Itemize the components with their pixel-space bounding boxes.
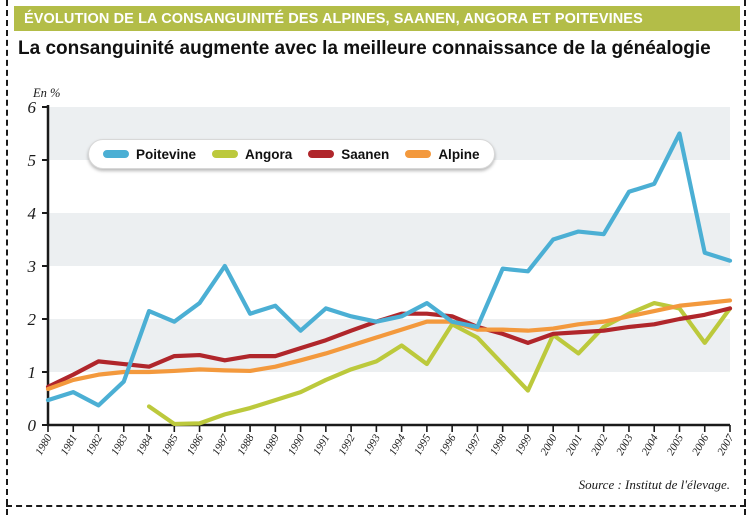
page-title: ÉVOLUTION DE LA CONSANGUINITÉ DES ALPINE… <box>24 10 643 27</box>
x-tick-label: 1984 <box>134 432 156 457</box>
x-tick-label: 1998 <box>488 432 510 457</box>
legend-item-alpine[interactable]: Alpine <box>405 146 480 162</box>
y-tick-label: 2 <box>28 310 37 329</box>
x-tick-label: 1985 <box>160 432 182 457</box>
x-tick-label: 1982 <box>84 432 106 457</box>
series-line-poitevine <box>45 131 733 408</box>
x-tick-label: 1999 <box>513 432 535 457</box>
x-tick-label: 1989 <box>261 432 283 457</box>
x-tick-label: 2003 <box>614 432 636 457</box>
x-tick-label: 1995 <box>412 432 434 457</box>
series-line-alpine <box>45 298 733 392</box>
x-tick-label: 1996 <box>437 432 459 457</box>
chart-legend: Poitevine Angora Saanen Alpine <box>88 139 495 169</box>
y-tick-label: 3 <box>27 257 37 276</box>
legend-swatch-icon <box>103 150 129 158</box>
x-tick-label: 1980 <box>33 432 55 457</box>
source-note: Source : Institut de l'élevage. <box>578 477 730 492</box>
legend-swatch-icon <box>308 150 335 158</box>
x-tick-label: 1991 <box>311 433 332 458</box>
x-tick-label: 2007 <box>715 432 737 457</box>
y-tick-label: 4 <box>28 204 37 223</box>
legend-label: Poitevine <box>136 146 197 162</box>
header-band: ÉVOLUTION DE LA CONSANGUINITÉ DES ALPINE… <box>14 6 740 31</box>
x-tick-label: 1988 <box>235 432 257 457</box>
x-tick-label: 1981 <box>58 433 79 458</box>
y-tick-label: 0 <box>28 416 37 435</box>
legend-item-angora[interactable]: Angora <box>212 147 292 162</box>
legend-label: Alpine <box>438 146 480 162</box>
x-tick-label: 2005 <box>665 432 687 457</box>
frame-border-bottom <box>6 505 746 507</box>
frame-border-right <box>744 0 746 515</box>
legend-label: Angora <box>245 146 293 162</box>
x-tick-label: 2006 <box>690 432 712 457</box>
x-tick-label: 1993 <box>362 432 384 457</box>
x-tick-label: 1992 <box>336 432 358 457</box>
x-tick-label: 1994 <box>387 432 409 457</box>
legend-item-saanen[interactable]: Saanen <box>308 147 389 162</box>
y-tick-label: 1 <box>28 363 37 382</box>
x-tick-label: 1997 <box>463 432 485 457</box>
x-tick-label: 2001 <box>564 433 585 458</box>
x-tick-label: 2000 <box>538 432 560 457</box>
x-tick-label: 2002 <box>589 432 611 457</box>
legend-swatch-icon <box>405 150 432 158</box>
y-axis-unit-label: En % <box>33 86 61 100</box>
x-tick-label: 1987 <box>210 432 232 457</box>
legend-swatch-icon <box>212 150 239 158</box>
y-tick-label: 5 <box>28 151 37 170</box>
frame-border-left <box>6 0 8 515</box>
legend-item-poitevine[interactable]: Poitevine <box>103 147 196 162</box>
x-tick-label: 1986 <box>185 432 207 457</box>
grid-band-1 <box>48 213 730 266</box>
x-tick-label: 1983 <box>109 432 131 457</box>
x-tick-label: 1990 <box>286 432 308 457</box>
legend-label: Saanen <box>341 146 390 162</box>
series-line-angora <box>146 301 733 427</box>
subtitle: La consanguinité augmente avec la meille… <box>18 38 711 59</box>
y-tick-label: 6 <box>28 98 37 117</box>
x-tick-label: 2004 <box>639 432 661 457</box>
